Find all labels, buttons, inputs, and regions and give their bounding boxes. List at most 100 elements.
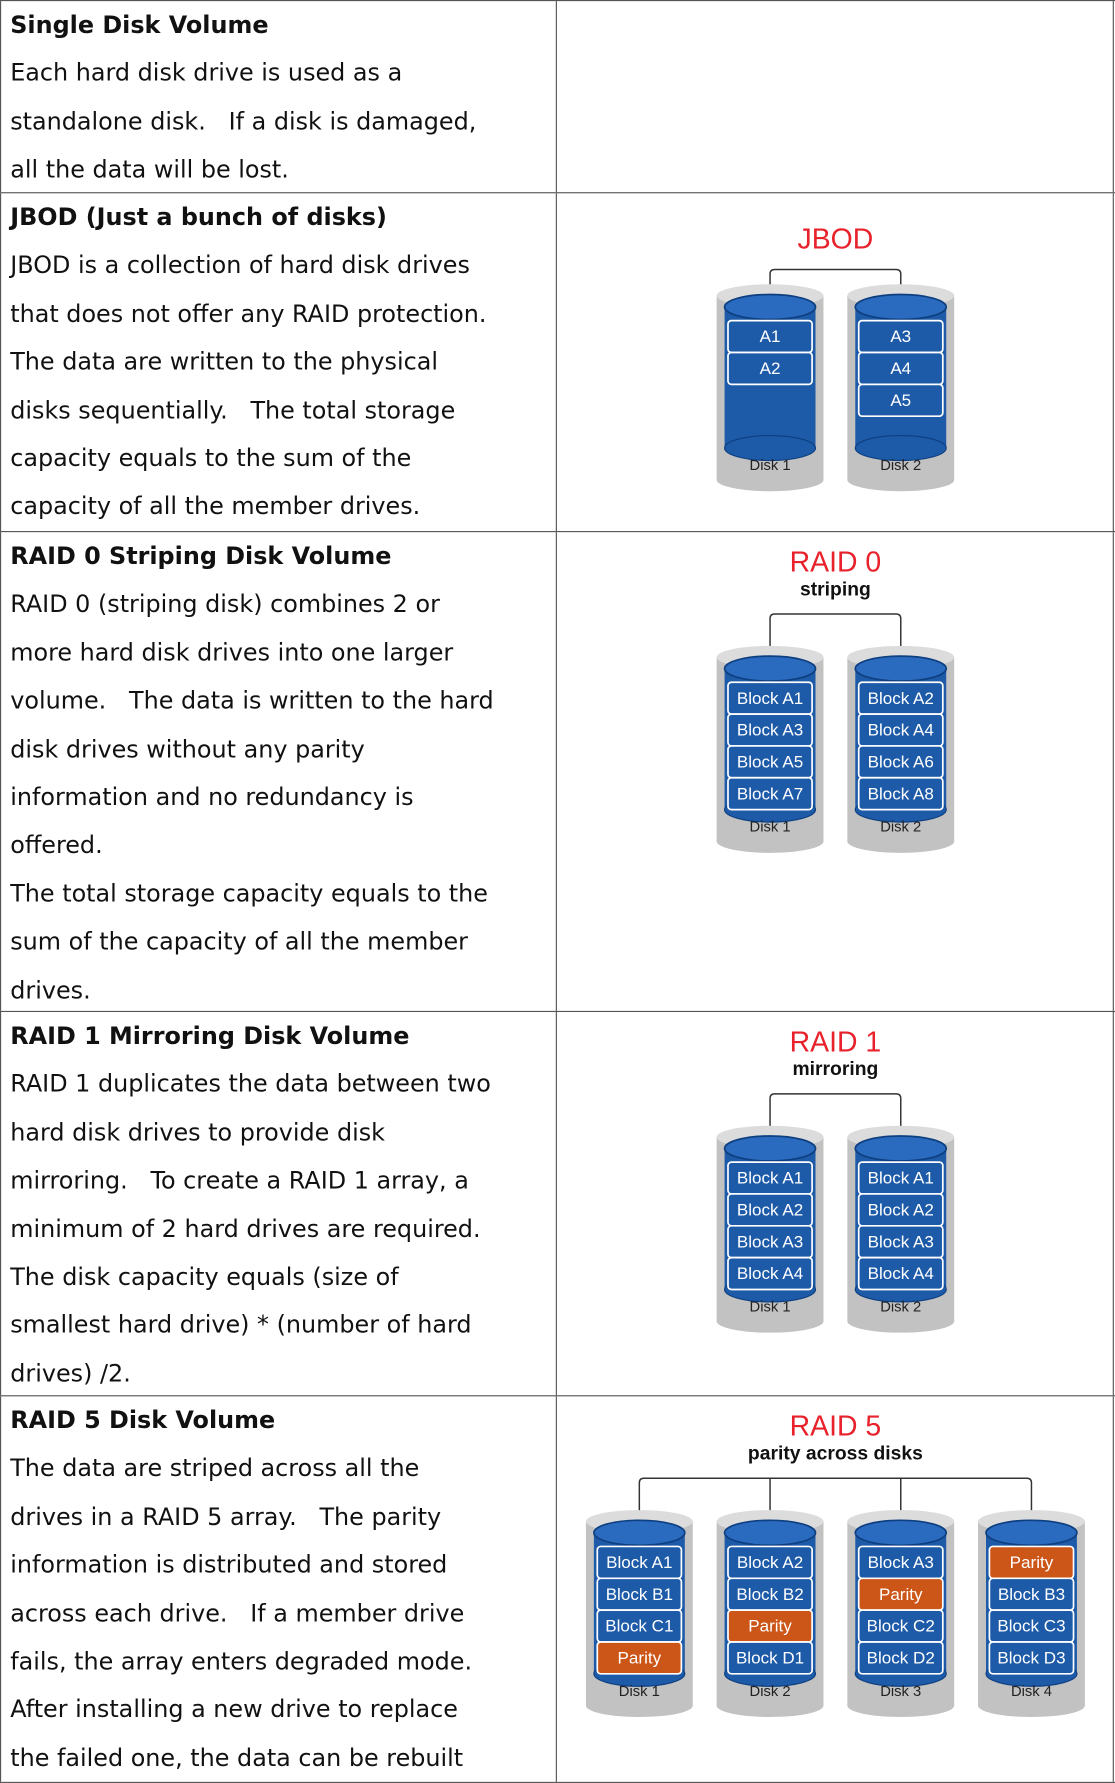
block (727, 1256, 813, 1291)
text-line: JBOD is a collection of hard disk drives (10, 251, 470, 280)
diagram-cell: RAID 5 parity across disks Block A1 Block B… (557, 1396, 1114, 1782)
diagram-cell (557, 1, 1114, 193)
block-label: A4 (890, 359, 911, 378)
description-cell: RAID 5 Disk Volume The data are striped a… (0, 1396, 557, 1782)
platter-bottom (854, 434, 947, 462)
block-label: A3 (890, 327, 911, 346)
text-line: The disk capacity equals (size of (10, 1263, 399, 1291)
disk: A3 A4 A5 Disk 2 (847, 284, 955, 492)
diagram-title: RAID 1 (790, 1026, 882, 1058)
disk-label: Disk 2 (880, 820, 921, 836)
text-line: standalone disk. If a disk is damaged, (10, 107, 477, 136)
disk: Block A1 Block A3 Block A5 Block A7 Disk 1 (716, 645, 824, 853)
disk-casing-bottom (716, 468, 824, 492)
block-label: Block A8 (868, 784, 934, 803)
text-line: The total storage capacity equals to the (10, 879, 488, 908)
disk-label: Disk 1 (750, 820, 791, 836)
text-line: hard disk drives to provide disk (10, 1118, 385, 1146)
diagram-title: RAID 5 (790, 1411, 882, 1443)
text-line: minimum of 2 hard drives are required. (10, 1215, 481, 1243)
block (857, 1256, 944, 1291)
block-label: Block C1 (605, 1617, 673, 1636)
connector (638, 1477, 1033, 1522)
text-line: After installing a new drive to replace (10, 1695, 458, 1724)
text-line: volume. The data is written to the hard (10, 687, 494, 715)
diagram-subtitle: mirroring (792, 1059, 878, 1080)
disk-casing-bottom (847, 830, 955, 853)
text-line: Each hard disk drive is used as a (10, 59, 403, 87)
platter-top (723, 1135, 817, 1162)
platter-top (854, 1519, 948, 1547)
block-label: Block A7 (737, 784, 803, 803)
block-label: Block D2 (867, 1649, 935, 1668)
disk: A1 A2 Disk 1 (716, 284, 824, 492)
disk-label: Disk 2 (880, 1300, 921, 1316)
disk-casing-bottom (847, 1309, 955, 1333)
block-label: Block A1 (606, 1553, 672, 1572)
block (857, 383, 944, 418)
disk: Block A3 Parity Block C2 Block D2 Disk 3 (847, 1510, 955, 1718)
disk-casing-bottom (585, 1694, 693, 1718)
description-cell: RAID 1 Mirroring Disk Volume RAID 1 dupli… (0, 1012, 557, 1396)
text-line: across each drive. If a member drive (10, 1599, 465, 1627)
connector (769, 1093, 902, 1138)
text-line: capacity equals to the sum of the (10, 444, 412, 472)
disk-casing-bottom (716, 1694, 824, 1718)
block-label: Block A5 (737, 752, 803, 771)
block-label: Block A2 (868, 1201, 934, 1220)
table-row: RAID 1 Mirroring Disk Volume RAID 1 dupli… (0, 1012, 1115, 1397)
block-label: A2 (760, 359, 781, 378)
disk-casing-bottom (847, 468, 955, 492)
block-label: Block A2 (737, 1201, 803, 1220)
block-label: Block A1 (737, 1169, 803, 1188)
disk-casing-bottom (847, 1694, 955, 1718)
diagram-cell: JBOD A1 A2 Disk 1 A3 A4 A5 Disk 2 (557, 193, 1114, 532)
block-label: Block A4 (868, 1264, 934, 1283)
block-label: Block B3 (998, 1585, 1065, 1604)
text-line: fails, the array enters degraded mode. (10, 1647, 473, 1675)
platter-top (854, 1135, 948, 1162)
text-line: mirroring. To create a RAID 1 array, a (10, 1166, 469, 1195)
block-label: Block B2 (736, 1585, 803, 1604)
row-title: JBOD (Just a bunch of disks) (10, 203, 387, 231)
disk: Block A2 Block B2 Parity Block D1 Disk 2 (716, 1510, 824, 1718)
disk-label: Disk 4 (1011, 1684, 1052, 1700)
text-line: drives. (10, 976, 91, 1004)
connector (769, 613, 902, 658)
block-label: Block A4 (737, 1264, 803, 1283)
block-label: Parity (618, 1649, 662, 1668)
diagram-subtitle: striping (800, 579, 871, 600)
row-title: RAID 5 Disk Volume (10, 1406, 276, 1434)
diagram-title: RAID 0 (790, 546, 882, 578)
block (857, 1641, 944, 1675)
disk: Block A1 Block B1 Block C1 Parity Disk 1 (585, 1510, 693, 1718)
disk-label: Disk 2 (880, 458, 921, 474)
connector (769, 268, 902, 296)
block (596, 1641, 683, 1675)
text-line: RAID 1 duplicates the data between two (10, 1070, 491, 1098)
platter-top (854, 293, 948, 321)
text-line: offered. (10, 831, 103, 860)
platter-top (593, 1519, 686, 1547)
block-label: Block A3 (868, 1553, 934, 1572)
block-label: Parity (748, 1617, 792, 1636)
text-line: all the data will be lost. (10, 156, 289, 184)
diagram-cell: RAID 0 striping Block A1 Block A3 Block A5 Bl… (557, 532, 1114, 1011)
disk-label: Disk 3 (880, 1684, 921, 1700)
table-row: JBOD (Just a bunch of disks) JBOD is a co… (0, 193, 1115, 533)
table-row: Single Disk Volume Each hard disk drive i… (0, 0, 1115, 194)
disk-label: Disk 1 (619, 1684, 660, 1700)
block-label: Block A2 (868, 689, 934, 708)
block-label: Block A3 (737, 1232, 803, 1251)
text-line: The data are striped across all the (10, 1454, 420, 1483)
text-line: drives) /2. (10, 1359, 131, 1388)
text-line: that does not offer any RAID protection. (10, 299, 487, 328)
text-line: disks sequentially. The total storage (10, 396, 456, 424)
table-row: RAID 5 Disk Volume The data are striped a… (0, 1396, 1115, 1783)
raid-diagram: JBOD A1 A2 Disk 1 A3 A4 A5 Disk 2 (716, 224, 955, 492)
text-line: information is distributed and stored (10, 1551, 448, 1579)
